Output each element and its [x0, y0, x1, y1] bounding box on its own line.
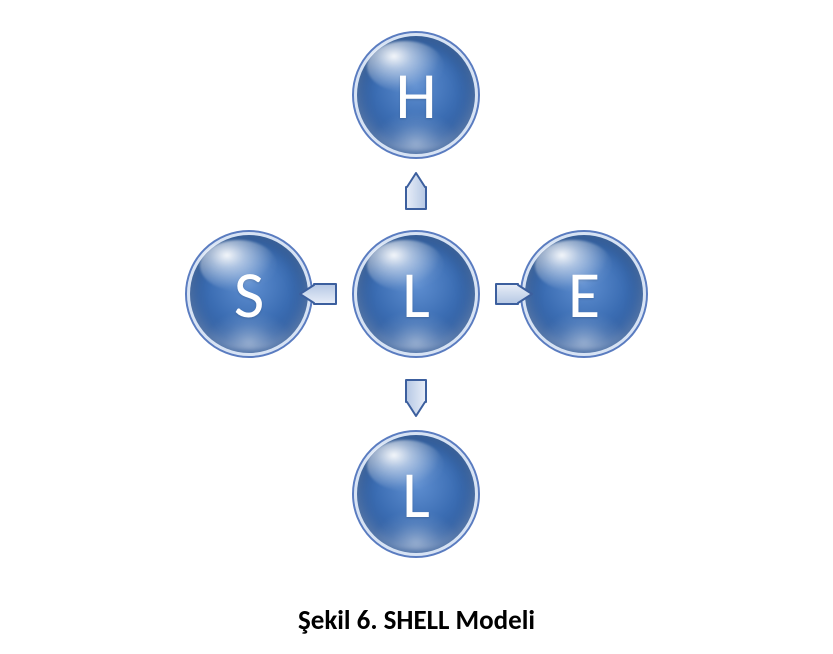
orb-bottom-l: L: [352, 430, 480, 558]
orb-right-e: E: [520, 230, 648, 358]
orb-top-h: H: [352, 31, 480, 159]
arrow-left-icon: [297, 273, 339, 315]
arrow-right-icon: [493, 273, 535, 315]
orb-center-l: L: [352, 230, 480, 358]
arrow-up-icon: [395, 170, 437, 212]
orb-left-s: S: [185, 230, 313, 358]
figure-caption: Şekil 6. SHELL Modeli: [0, 604, 833, 637]
arrow-down-icon: [395, 377, 437, 419]
shell-model-diagram: H S L E L: [0, 0, 833, 600]
